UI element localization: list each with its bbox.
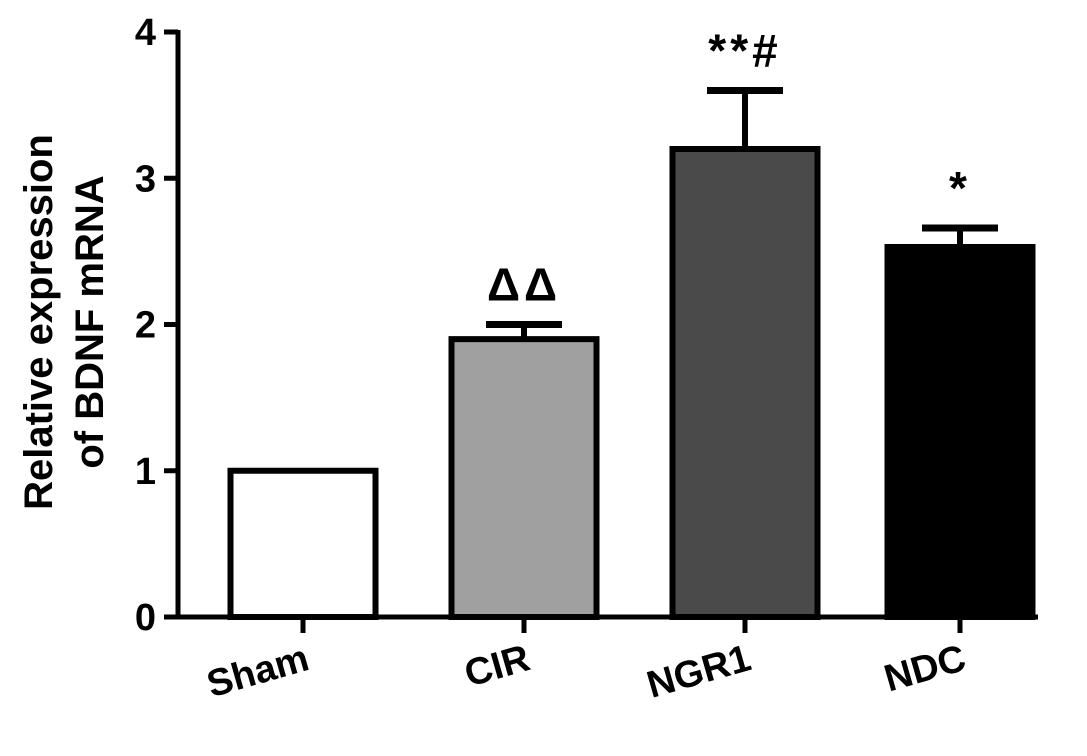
y-tick-label-3: 3 [135,158,156,200]
y-tick-label-2: 2 [135,305,156,347]
significance-label-cir: ΔΔ [487,259,561,311]
x-tick-label-ndc: NDC [880,637,971,700]
y-tick-label-0: 0 [135,597,156,639]
bar-cir [448,336,600,620]
bars-layer [227,87,1036,621]
significance-label-ngr1: **# [708,25,781,77]
bar-sham [227,467,379,620]
x-tick-label-ngr1: NGR1 [642,637,755,706]
labels-layer: Relative expression of BDNF mRNA 0 1 2 3 4 Sh… [17,12,971,707]
bar-ndc [884,243,1036,621]
y-tick-label-1: 1 [135,451,156,493]
y-tick-label-4: 4 [135,12,156,54]
x-tick-label-cir: CIR [460,637,534,695]
bar-ngr1 [669,146,821,620]
x-tick-label-sham: Sham [202,637,313,706]
y-axis-label-line-2: of BDNF mRNA [68,175,112,468]
significance-label-ndc: * [949,162,971,214]
y-axis-label-line-1: Relative expression [17,134,61,510]
